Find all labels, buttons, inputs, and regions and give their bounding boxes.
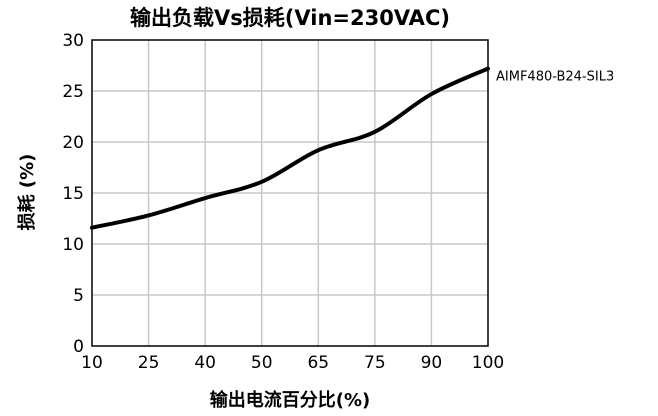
series-line xyxy=(90,66,490,230)
series-label: AIMF480-B24-SIL3 xyxy=(496,70,614,85)
x-tick-label: 50 xyxy=(251,353,273,373)
chart-title: 输出负载Vs损耗(Vin=230VAC) xyxy=(130,6,450,30)
y-tick-label: 30 xyxy=(62,31,84,51)
x-axis-ticks: 10 25 40 50 65 75 90 100 xyxy=(81,353,504,373)
y-axis-label: 损耗 (%) xyxy=(16,154,38,231)
x-tick-label: 65 xyxy=(307,353,329,373)
x-tick-label: 75 xyxy=(364,353,386,373)
x-tick-label: 90 xyxy=(421,353,443,373)
plot-frame xyxy=(91,39,489,347)
y-tick-label: 25 xyxy=(62,82,84,102)
series-group: AIMF480-B24-SIL3 xyxy=(90,66,614,230)
y-axis-ticks: 0 5 10 15 20 25 30 xyxy=(62,31,84,357)
x-axis-label: 输出电流百分比(%) xyxy=(210,389,371,411)
y-tick-label: 5 xyxy=(73,286,84,306)
x-tick-label: 25 xyxy=(138,353,160,373)
y-tick-label: 20 xyxy=(62,133,84,153)
x-tick-label: 10 xyxy=(81,353,103,373)
y-tick-label: 10 xyxy=(62,235,84,255)
grid xyxy=(92,40,488,346)
x-tick-label: 40 xyxy=(194,353,216,373)
x-tick-label: 100 xyxy=(472,353,504,373)
y-tick-label: 0 xyxy=(73,337,84,357)
y-tick-label: 15 xyxy=(62,184,84,204)
